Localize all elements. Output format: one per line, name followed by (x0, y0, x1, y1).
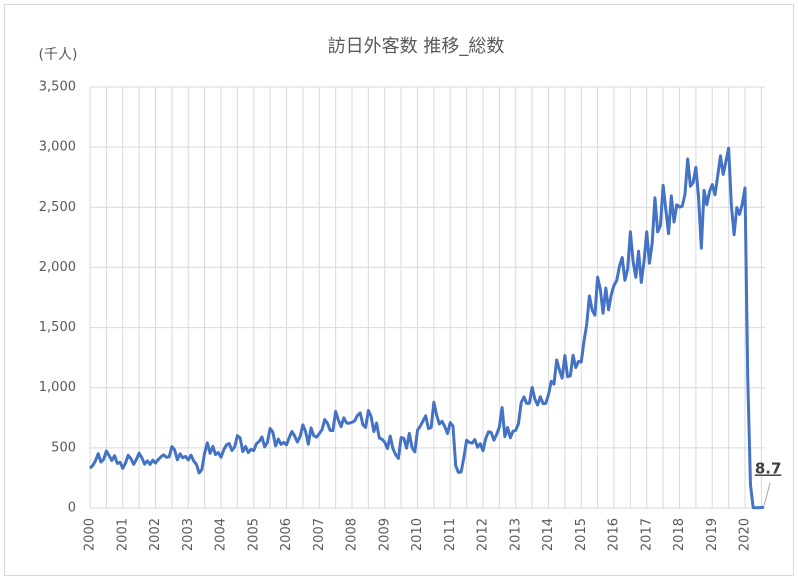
data-label: 8.7 (755, 459, 782, 477)
x-tick-label: 2009 (377, 518, 392, 551)
x-tick-label: 2010 (410, 518, 425, 551)
x-tick-label: 2001 (115, 518, 130, 551)
x-tick-label: 2000 (83, 518, 98, 551)
x-tick-label: 2018 (672, 518, 687, 551)
y-tick-label: 1,000 (39, 380, 76, 395)
data-line (88, 146, 765, 510)
x-tick-label: 2020 (738, 518, 753, 551)
leader-line (763, 482, 771, 506)
y-tick-label: 500 (51, 440, 76, 455)
x-tick-label: 2012 (476, 518, 491, 551)
y-tick-label: 2,000 (39, 260, 76, 275)
x-tick-label: 2017 (639, 518, 654, 551)
y-tick-label: 0 (68, 501, 76, 516)
y-tick-label: 3,000 (39, 140, 76, 155)
x-tick-label: 2008 (345, 518, 360, 551)
x-tick-label: 2006 (279, 518, 294, 551)
y-tick-label: 1,500 (39, 320, 76, 335)
chart-title: 訪日外客数 推移_総数 (328, 36, 505, 57)
x-tick-label: 2011 (443, 518, 458, 551)
y-axis-label: (千人) (39, 47, 78, 63)
x-tick-label: 2002 (148, 518, 163, 551)
x-tick-label: 2007 (312, 518, 327, 551)
x-tick-label: 2013 (508, 518, 523, 551)
x-tick-label: 2015 (574, 518, 589, 551)
x-tick-label: 2003 (181, 518, 196, 551)
chart-border (4, 4, 794, 576)
x-tick-label: 2004 (214, 518, 229, 551)
y-tick-label: 2,500 (39, 200, 76, 215)
x-tick-label: 2019 (705, 518, 720, 551)
y-tick-label: 3,500 (39, 80, 76, 95)
x-tick-label: 2005 (246, 518, 261, 551)
x-tick-label: 2014 (541, 518, 556, 551)
x-tick-label: 2016 (607, 518, 622, 551)
